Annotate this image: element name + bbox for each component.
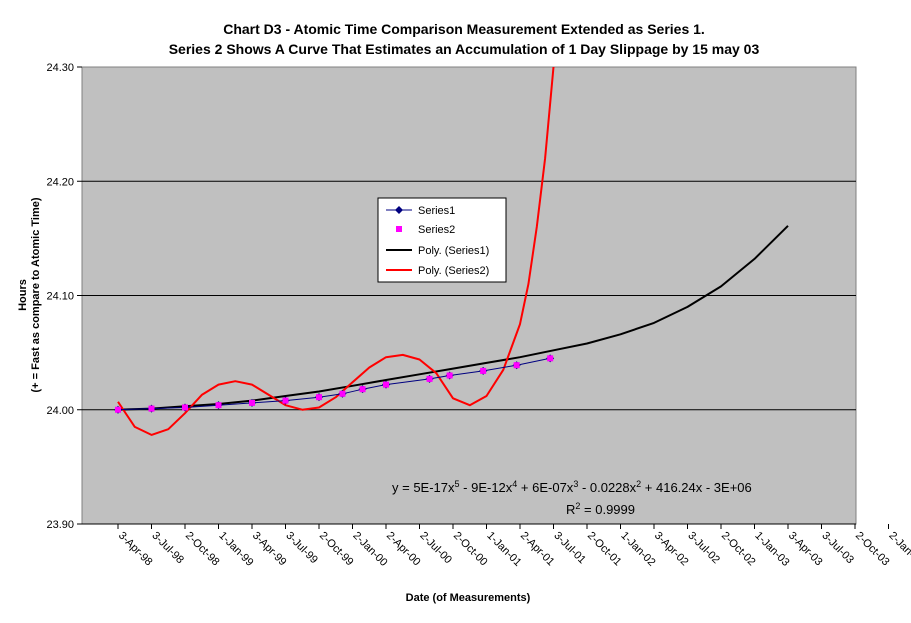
series2-point <box>339 390 346 397</box>
x-tick-label: 2-Oct-03 <box>853 530 892 569</box>
eq-sup-3: 3 <box>573 479 578 489</box>
y-axis-title: Hours <box>17 279 29 311</box>
series2-point <box>282 397 289 404</box>
x-tick-label: 3-Jul-02 <box>685 530 722 567</box>
eq-part-3: + 6E-07x <box>517 480 574 495</box>
x-axis-ticks: 3-Apr-983-Jul-982-Oct-981-Jan-993-Apr-99… <box>82 523 911 569</box>
x-tick-label: 3-Apr-98 <box>116 530 155 569</box>
legend-box <box>377 197 507 283</box>
r-squared: R2 = 0.9999 <box>566 501 635 517</box>
series2-point <box>426 375 433 382</box>
eq-part-4: - 0.0228x <box>578 480 636 495</box>
x-tick-label: 2-Oct-01 <box>585 530 624 569</box>
y-tick-label: 24.30 <box>46 62 74 74</box>
series2-point <box>249 399 255 406</box>
grid-lines <box>82 180 856 411</box>
eq-sup-2: 4 <box>512 479 517 489</box>
x-tick-label: 2-Oct-99 <box>317 530 356 569</box>
legend-label-poly-series1: Poly. (Series1) <box>418 245 489 257</box>
series2-point <box>383 381 389 388</box>
series2-point <box>446 372 453 379</box>
y-tick-label: 24.10 <box>46 291 74 303</box>
x-tick-label: 2-Oct-98 <box>183 530 222 569</box>
x-tick-label: 3-Apr-99 <box>250 530 289 569</box>
series2-point <box>115 406 121 413</box>
x-tick-label: 2-Oct-00 <box>451 530 490 569</box>
trendline-poly-series1 <box>117 225 789 411</box>
r2-sup: 2 <box>575 501 580 511</box>
x-tick-label: 1-Jan-02 <box>618 530 657 569</box>
chart-title: Chart D3 - Atomic Time Comparison Measur… <box>223 21 705 37</box>
series2-point <box>359 386 366 393</box>
r2-prefix: R <box>566 502 575 517</box>
x-tick-label: 3-Apr-03 <box>786 530 825 569</box>
y-tick-label: 23.90 <box>46 519 74 531</box>
series2-point <box>316 394 322 401</box>
trend-lines <box>117 67 789 436</box>
r2-value: = 0.9999 <box>580 502 635 517</box>
legend-label-series1: Series1 <box>418 205 455 217</box>
x-tick-label: 1-Jan-99 <box>216 530 255 569</box>
series2-point <box>513 362 520 369</box>
y-axis-ticks: 23.90 24.00 24.10 24.20 24.30 <box>46 62 82 531</box>
eq-part-5: + 416.24x - 3E+06 <box>641 480 752 495</box>
chart-subtitle: Series 2 Shows A Curve That Estimates an… <box>169 41 760 57</box>
x-tick-label: 3-Jul-01 <box>551 530 588 567</box>
legend-marker-series1 <box>395 206 403 214</box>
legend-marker-series2 <box>396 226 402 232</box>
series2-point <box>547 355 554 362</box>
trendline-poly-series2 <box>117 67 555 436</box>
legend-label-poly-series2: Poly. (Series2) <box>418 265 489 277</box>
series2-point <box>182 404 188 411</box>
eq-sup-4: 2 <box>636 479 641 489</box>
series2-point <box>480 367 487 374</box>
x-tick-label: 3-Jul-03 <box>819 530 856 567</box>
legend-label-series2: Series2 <box>418 224 455 236</box>
x-tick-label: 2-Oct-02 <box>719 530 758 569</box>
x-tick-label: 2-Jul-00 <box>417 530 454 567</box>
series2-point <box>215 402 222 409</box>
x-tick-label: 1-Jan-03 <box>752 530 791 569</box>
x-axis-title: Date (of Measurements) <box>406 592 531 604</box>
x-tick-label: 2-Jan-04 <box>886 530 911 569</box>
x-tick-label: 3-Apr-02 <box>652 530 691 569</box>
eq-part-1: y = 5E-17x <box>392 480 455 495</box>
x-tick-label: 1-Jan-01 <box>484 530 523 569</box>
y-tick-label: 24.20 <box>46 176 74 188</box>
eq-part-2: - 9E-12x <box>460 480 513 495</box>
eq-sup-1: 5 <box>455 479 460 489</box>
x-tick-label: 3-Jul-99 <box>283 530 320 567</box>
series2-point <box>148 405 155 412</box>
trendline-equation: y = 5E-17x5 - 9E-12x4 + 6E-07x3 - 0.0228… <box>392 479 752 495</box>
x-tick-label: 3-Jul-98 <box>149 530 186 567</box>
y-tick-label: 24.00 <box>46 405 74 417</box>
x-tick-label: 2-Jan-00 <box>350 530 389 569</box>
x-tick-label: 2-Apr-00 <box>384 530 423 569</box>
series-points <box>114 354 555 414</box>
legend: Series1 Series2 Poly. (Series1) Poly. (S… <box>377 197 507 283</box>
x-tick-label: 2-Apr-01 <box>518 530 557 569</box>
y-axis-subtitle: (+ = Fast as compare to Atomic Time) <box>30 197 42 392</box>
